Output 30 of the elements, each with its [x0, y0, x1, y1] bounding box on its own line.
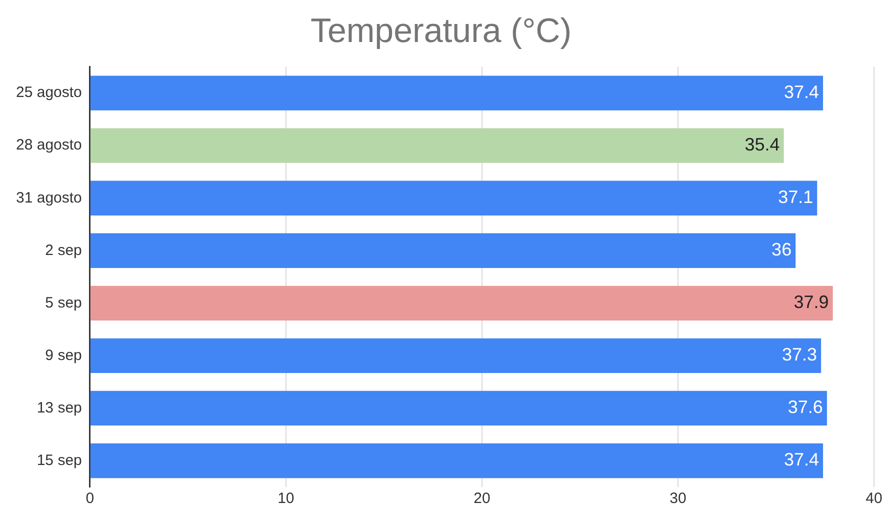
- bar: [90, 443, 824, 478]
- y-tick-label: 13 sep: [36, 399, 82, 416]
- x-tick-label: 10: [278, 490, 294, 508]
- bar: [90, 286, 833, 320]
- y-tick-label: 5 sep: [45, 294, 82, 312]
- y-tick-label: 31 agosto: [16, 189, 82, 206]
- x-tick-label: 20: [474, 490, 490, 508]
- bar: [90, 390, 827, 426]
- data-label: 37.3: [782, 344, 818, 365]
- y-tick-label: 9 sep: [45, 346, 82, 364]
- x-tick-label: 40: [866, 490, 882, 508]
- data-label: 35.4: [744, 134, 780, 155]
- data-label: 37.9: [794, 292, 829, 312]
- data-label: 37.4: [784, 82, 820, 102]
- bar: [90, 338, 822, 374]
- bar: [90, 76, 824, 110]
- chart-title: Temperatura (°C): [310, 12, 572, 50]
- y-tick-label: 15 sep: [36, 452, 82, 469]
- bar: [90, 128, 784, 163]
- bar: [90, 180, 818, 216]
- y-tick-label: 28 agosto: [16, 136, 82, 154]
- data-label: 37.4: [784, 450, 820, 470]
- x-tick-label: 0: [86, 490, 94, 508]
- data-label: 36: [772, 240, 792, 260]
- bar: [90, 233, 796, 268]
- data-label: 37.6: [788, 397, 823, 418]
- y-tick-label: 25 agosto: [16, 84, 82, 102]
- data-label: 37.1: [778, 187, 814, 208]
- y-tick-label: 2 sep: [45, 242, 82, 259]
- x-tick-label: 30: [670, 490, 686, 508]
